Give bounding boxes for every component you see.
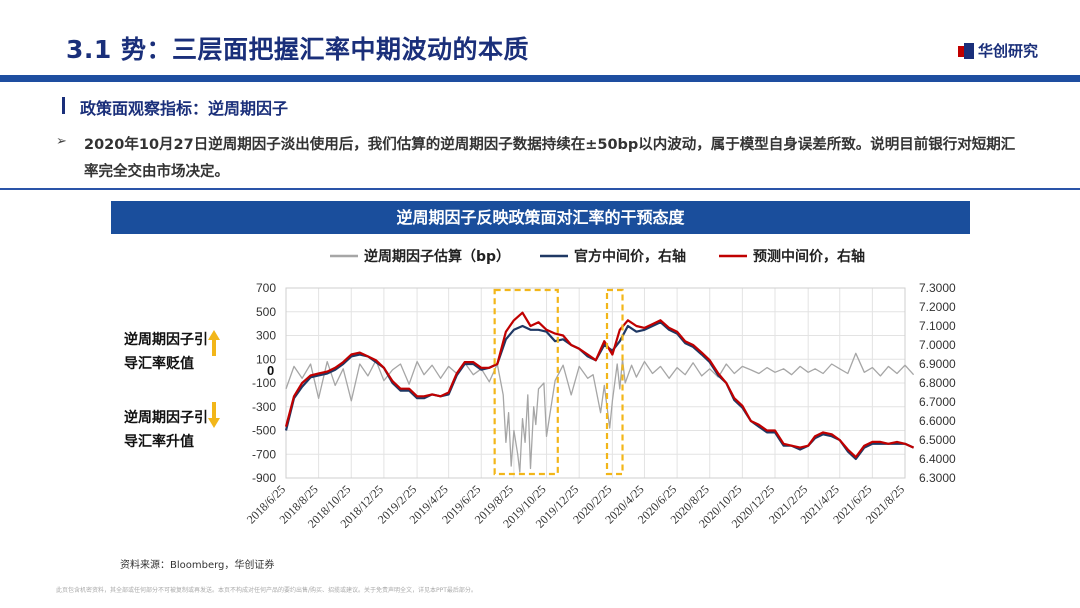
legend-counter-cyclical-label: 逆周期因子估算（bp）: [364, 248, 510, 265]
upward-annotation: 逆周期因子引 导汇率贬值: [124, 328, 208, 376]
highlight-box: [493, 288, 559, 476]
upward-annotation-line2: 导汇率贬值: [124, 356, 194, 372]
y-left-tick-label: 300: [256, 329, 276, 343]
y-left-tick-label: 700: [256, 281, 276, 295]
y-right-tick-label: 6.6000: [919, 414, 956, 428]
y-left-tick-label: 500: [256, 305, 276, 319]
y-right-tick-label: 7.0000: [919, 338, 956, 352]
disclaimer: 此页包含机密资料，其全部或任何部分不可被复制或再发送。本页不构成对任何产品的要约…: [56, 587, 477, 594]
official-midpoint-line: [284, 321, 915, 461]
section-marker: [62, 97, 65, 114]
downward-annotation-line1: 逆周期因子引: [124, 410, 208, 426]
y-left-tick-label: 100: [256, 352, 276, 366]
y-right-tick-label: 7.1000: [919, 319, 956, 333]
y-left-tick-label: -100: [252, 376, 276, 390]
source-note: 资料来源：Bloomberg，华创证券: [120, 560, 275, 571]
counter-cyclical-factor-line: [285, 352, 915, 473]
y-right-tick-label: 6.9000: [919, 357, 956, 371]
downward-annotation: 逆周期因子引 导汇率升值: [124, 406, 208, 454]
legend-official-midpoint-label: 官方中间价，右轴: [574, 248, 686, 265]
brand-logo: 华创研究: [958, 40, 1038, 61]
zero-label: 0: [267, 363, 274, 378]
brand-logo-icon: [958, 42, 974, 59]
plot-frame: [285, 287, 906, 479]
y-right-tick-label: 7.3000: [919, 281, 956, 295]
header-rule: [0, 75, 1080, 82]
brand-logo-text: 华创研究: [978, 42, 1039, 60]
y-left-tick-label: -700: [252, 447, 276, 461]
y-right-tick-label: 7.2000: [919, 300, 956, 314]
y-left-tick-label: -900: [252, 471, 276, 485]
section-heading: 政策面观察指标：逆周期因子: [80, 99, 289, 118]
y-right-tick-label: 6.7000: [919, 395, 956, 409]
chart-title: 逆周期因子反映政策面对汇率的干预态度: [111, 201, 970, 234]
y-right-tick-label: 6.4000: [919, 452, 956, 466]
y-left-tick-label: -300: [252, 400, 276, 414]
down-arrow-icon: [208, 402, 220, 428]
upward-annotation-line1: 逆周期因子引: [124, 332, 208, 348]
bullet-text: 2020年10月27日逆周期因子淡出使用后，我们估算的逆周期因子数据持续在±50…: [84, 137, 1016, 180]
predicted-midpoint-line: [284, 311, 915, 459]
downward-annotation-line2: 导汇率升值: [124, 434, 194, 450]
y-right-tick-label: 6.8000: [919, 376, 956, 390]
up-arrow-icon: [208, 330, 220, 356]
section-rule: [0, 188, 1080, 190]
legend-predicted-midpoint-label: 预测中间价，右轴: [753, 248, 865, 265]
slide-title: 3.1 势：三层面把握汇率中期波动的本质: [66, 35, 529, 64]
y-left-tick-label: -500: [252, 424, 276, 438]
y-right-tick-label: 6.5000: [919, 433, 956, 447]
y-right-tick-label: 6.3000: [919, 471, 956, 485]
bullet-arrow-icon: ➢: [56, 134, 67, 149]
